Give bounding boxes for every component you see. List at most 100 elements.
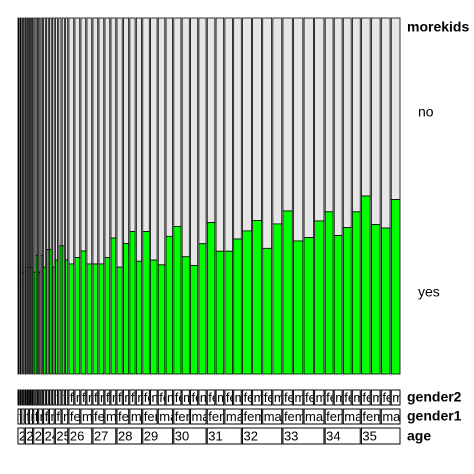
gender1-level: male <box>40 409 68 424</box>
bar-yes <box>293 240 304 375</box>
age-level: 27 <box>94 428 108 443</box>
gender2-level: male <box>167 390 195 405</box>
age-level: 34 <box>326 428 340 443</box>
gender2-level-cell <box>24 389 27 406</box>
gender2-level: female <box>326 390 365 405</box>
gender1-level: male <box>50 409 78 424</box>
gender2-level: male <box>124 390 152 405</box>
gender1-level: female <box>45 409 84 424</box>
age-level: 28 <box>118 428 132 443</box>
gender2-level-cell <box>342 389 352 406</box>
gender1-level-cell <box>303 408 325 425</box>
bar-no <box>35 17 38 256</box>
gender1-level-cell <box>54 408 62 425</box>
age-level-cell <box>282 427 325 445</box>
bar-no <box>224 17 233 252</box>
gender2-level: female <box>50 390 89 405</box>
gender2-level: male <box>42 390 70 405</box>
gender1-level-cell <box>21 408 25 425</box>
age-level-cell <box>360 427 401 445</box>
bar-no <box>142 17 150 233</box>
bar-yes <box>303 237 314 375</box>
gender1-level: female <box>284 409 323 424</box>
gender1-level-cell <box>157 408 174 425</box>
gender2-level-cell <box>68 389 75 406</box>
gender2-level: female <box>175 390 214 405</box>
gender2-level-cell <box>17 389 20 406</box>
gender2-level-cell <box>142 389 150 406</box>
bar-yes <box>80 250 87 375</box>
gender2-level-cell <box>48 389 52 406</box>
gender2-level: male <box>67 390 95 405</box>
bar-no <box>19 17 21 286</box>
age-level-cell <box>92 427 117 445</box>
bar-no <box>293 17 304 242</box>
bar-no <box>104 17 111 258</box>
gender2-level: female <box>35 390 74 405</box>
bar-yes <box>43 266 46 375</box>
bar-no <box>129 17 136 233</box>
gender1-level: female <box>326 409 365 424</box>
age-level: 32 <box>243 428 257 443</box>
bar-yes <box>21 271 23 375</box>
bar-no <box>74 17 81 258</box>
gender1-level: male <box>82 409 110 424</box>
gender1-level-cell <box>224 408 242 425</box>
gender2-level: male <box>152 390 180 405</box>
gender1-level-cell <box>142 408 158 425</box>
bar-yes <box>242 230 252 375</box>
bar-no <box>29 17 31 268</box>
bar-yes <box>31 266 33 375</box>
bar-yes <box>324 211 334 375</box>
gender2-level-cell <box>135 389 143 406</box>
bar-yes <box>342 227 352 375</box>
gender2-level-cell <box>157 389 166 406</box>
bar-no <box>198 17 207 245</box>
bar-no <box>27 17 29 268</box>
gender1-level: male <box>106 409 134 424</box>
bar-no <box>324 17 334 213</box>
gender2-level: male <box>76 390 104 405</box>
age-level-cell <box>17 427 25 445</box>
bar-no <box>21 17 23 273</box>
bar-yes <box>38 271 41 375</box>
bar-no <box>215 17 225 252</box>
gender1-level-cell <box>262 408 283 425</box>
bar-no <box>23 17 25 273</box>
bar-no <box>272 17 283 225</box>
bar-no <box>173 17 182 227</box>
age-label: age <box>407 428 431 444</box>
bar-yes <box>272 223 283 375</box>
bar-no <box>123 17 130 244</box>
gender1-level-cell <box>324 408 343 425</box>
gender2-level-cell <box>129 389 136 406</box>
bar-yes <box>54 259 58 375</box>
gender2-level-cell <box>262 389 273 406</box>
bar-yes <box>58 245 62 375</box>
age-level-cell <box>43 427 55 445</box>
gender2-level-cell <box>98 389 105 406</box>
bar-yes <box>314 220 325 375</box>
bar-yes <box>65 259 69 375</box>
gender2-level: male <box>295 390 323 405</box>
age-level: 33 <box>284 428 298 443</box>
gender1-level-cell <box>360 408 381 425</box>
gender2-level-cell <box>80 389 87 406</box>
gender1-level-cell <box>61 408 69 425</box>
gender2-level: female <box>344 390 383 405</box>
gender1-level-cell <box>68 408 81 425</box>
gender1-level: female <box>144 409 183 424</box>
gender1-level-cell <box>92 408 105 425</box>
gender2-level-cell <box>23 389 25 406</box>
gender2-level-cell <box>390 389 401 406</box>
gender2-level: female <box>264 390 303 405</box>
gender2-level: male <box>392 390 420 405</box>
bar-no <box>31 17 33 268</box>
bar-yes <box>157 264 166 375</box>
bar-yes <box>233 238 242 375</box>
bar-yes <box>49 248 52 375</box>
response-label: morekids <box>407 19 469 35</box>
gender1-level: male <box>226 409 254 424</box>
gender1-level: female <box>118 409 157 424</box>
